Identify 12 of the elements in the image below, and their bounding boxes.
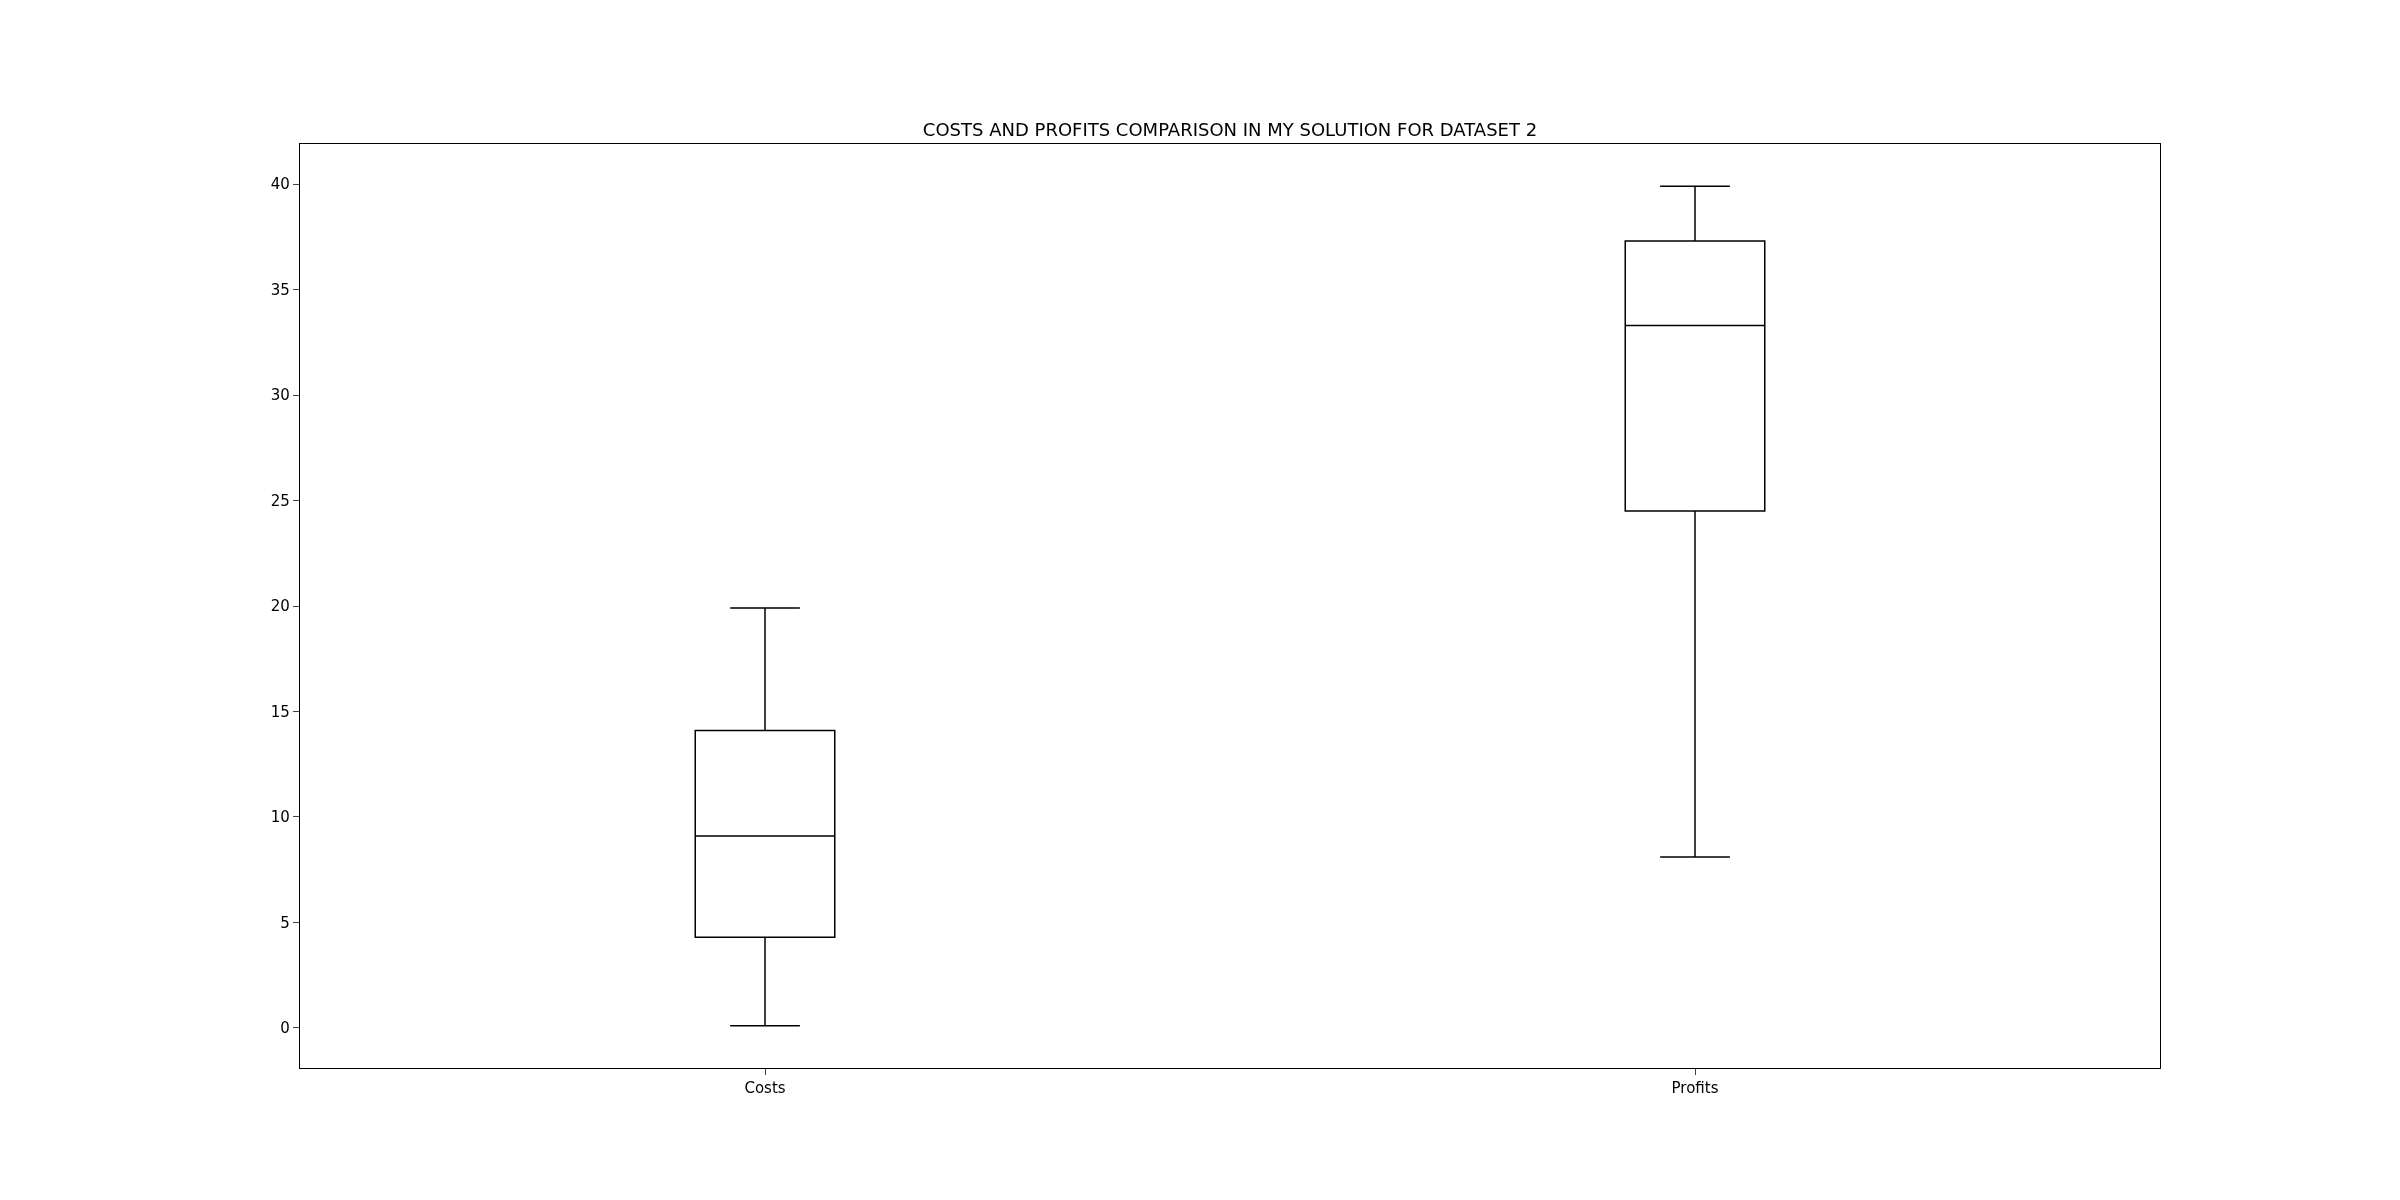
x-tick-label: Profits xyxy=(1671,1079,1719,1098)
y-tick-label: 10 xyxy=(270,808,290,827)
y-tick-label: 20 xyxy=(270,597,290,616)
y-tick-label: 0 xyxy=(280,1019,290,1038)
chart-title: COSTS AND PROFITS COMPARISON IN MY SOLUTION FOR DATASET 2 xyxy=(922,119,1538,140)
y-tick-label: 40 xyxy=(270,175,290,194)
x-tick-label: Costs xyxy=(744,1079,786,1098)
y-tick-label: 25 xyxy=(270,491,290,510)
y-tick-label: 15 xyxy=(270,702,290,721)
y-tick-label: 35 xyxy=(270,280,290,299)
y-tick-label: 30 xyxy=(270,386,290,405)
y-tick-label: 5 xyxy=(280,913,290,932)
